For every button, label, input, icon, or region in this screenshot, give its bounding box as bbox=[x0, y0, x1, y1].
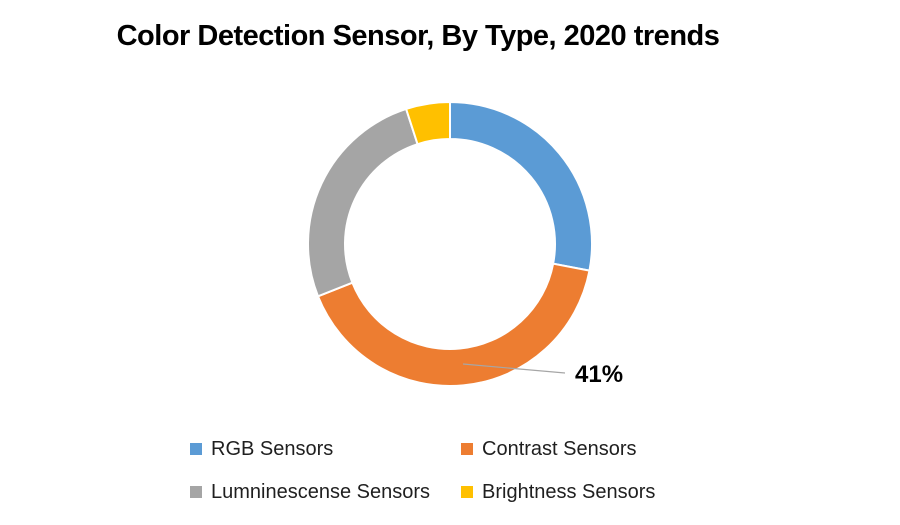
legend-label: RGB Sensors bbox=[211, 437, 334, 460]
legend-item-rgb-sensors: RGB Sensors bbox=[190, 437, 461, 461]
legend-item-brightness-sensors: Brightness Sensors bbox=[461, 480, 655, 504]
legend-item-lumninescense-sensors: Lumninescense Sensors bbox=[190, 480, 461, 504]
donut-segment-brightness-sensors bbox=[404, 100, 451, 146]
donut-segment-contrast-sensors bbox=[316, 262, 591, 387]
leader-line bbox=[462, 363, 566, 374]
legend-label: Brightness Sensors bbox=[482, 480, 656, 503]
legend-swatch-icon bbox=[461, 443, 473, 455]
donut-segment-rgb-sensors bbox=[449, 100, 593, 272]
legend-item-contrast-sensors: Contrast Sensors bbox=[461, 437, 655, 461]
legend-label: Lumninescense Sensors bbox=[211, 480, 431, 503]
donut-segments bbox=[307, 100, 593, 387]
legend-swatch-icon bbox=[461, 486, 473, 498]
chart-legend: RGB Sensors Contrast Sensors Lumninescense… bbox=[190, 437, 655, 504]
legend-swatch-icon bbox=[190, 486, 202, 498]
legend-swatch-icon bbox=[190, 443, 202, 455]
data-label-contrast-sensors: 41% bbox=[575, 361, 624, 388]
legend-label: Contrast Sensors bbox=[482, 437, 637, 460]
chart-title: Color Detection Sensor, By Type, 2020 tr… bbox=[116, 20, 720, 52]
donut-segment-lumninescense-sensors bbox=[307, 107, 419, 298]
